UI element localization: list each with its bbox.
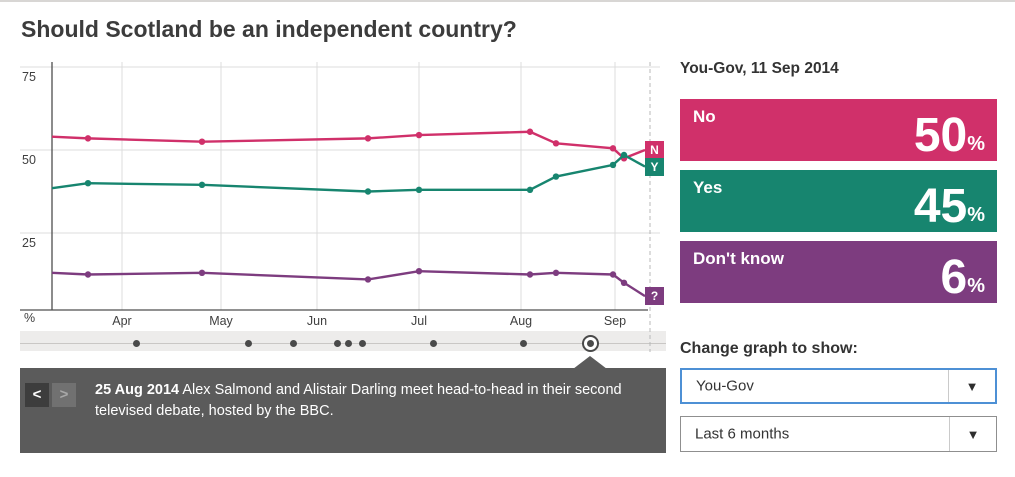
x-tick-label: Aug <box>510 314 532 328</box>
series-line-Y <box>51 153 646 193</box>
page-title: Should Scotland be an independent countr… <box>21 16 517 42</box>
data-point <box>552 173 560 180</box>
data-point <box>84 135 92 142</box>
timeline-event-dot[interactable] <box>133 340 140 347</box>
top-divider <box>0 0 1015 2</box>
data-point <box>364 276 372 283</box>
result-value: 50% <box>913 108 985 162</box>
data-point <box>198 269 206 277</box>
result-bar-yes: Yes 45% <box>680 170 997 232</box>
timeline-selected-event-dot[interactable] <box>582 335 599 352</box>
timeline-track <box>20 343 666 344</box>
data-point <box>552 269 560 277</box>
data-point <box>620 151 628 159</box>
data-point <box>415 186 423 194</box>
y-axis-unit-label: % <box>24 311 36 325</box>
timeline-event-dot[interactable] <box>290 340 297 347</box>
time-range-dropdown[interactable]: Last 6 months ▼ <box>680 416 997 452</box>
y-tick-label: 75 <box>22 70 36 84</box>
result-value: 45% <box>913 179 985 233</box>
event-description: Alex Salmond and Alistair Darling meet h… <box>95 382 622 420</box>
x-tick-label: Jul <box>411 314 427 328</box>
series-end-label-Y: Y <box>645 157 664 176</box>
next-event-button[interactable]: > <box>52 383 76 407</box>
series-line-N <box>51 130 646 160</box>
data-point <box>84 271 92 278</box>
timeline-event-dot[interactable] <box>520 340 527 347</box>
timeline-event-dot[interactable] <box>334 340 341 347</box>
y-tick-label: 50 <box>22 153 36 167</box>
poll-heading: You-Gov, 11 Sep 2014 <box>680 60 839 77</box>
data-point <box>609 161 617 169</box>
data-point <box>620 155 628 162</box>
x-tick-label: Apr <box>112 314 131 328</box>
timeline-slider[interactable] <box>20 331 666 352</box>
timeline-event-dot[interactable] <box>245 340 252 347</box>
data-point <box>620 279 628 286</box>
previous-event-button[interactable]: < <box>25 383 49 407</box>
controls-heading: Change graph to show: <box>680 340 858 357</box>
caption-pointer-arrow-icon <box>573 356 607 369</box>
result-bar-dont-know: Don't know 6% <box>680 241 997 303</box>
result-value: 6% <box>940 250 986 304</box>
data-point <box>526 128 534 135</box>
x-tick-label: Jun <box>307 314 327 328</box>
result-label: Don't know <box>693 249 784 268</box>
y-tick-label: 25 <box>22 236 36 250</box>
result-label: Yes <box>693 178 723 197</box>
data-point <box>526 186 534 194</box>
data-point <box>609 271 617 278</box>
time-range-value: Last 6 months <box>695 425 790 443</box>
timeline-event-dot[interactable] <box>359 340 366 347</box>
data-point <box>609 145 617 152</box>
series-line-? <box>51 269 646 298</box>
event-caption: < > 25 Aug 2014 Alex Salmond and Alistai… <box>20 368 666 453</box>
chevron-down-icon: ▼ <box>948 370 995 402</box>
result-bar-no: No 50% <box>680 99 997 161</box>
data-point <box>526 271 534 278</box>
data-point <box>198 181 206 189</box>
event-date: 25 Aug 2014 <box>95 382 180 398</box>
data-point <box>415 131 423 139</box>
x-tick-label: Sep <box>604 314 626 328</box>
timeline-event-dot[interactable] <box>430 340 437 347</box>
poll-source-value: You-Gov <box>696 377 754 395</box>
data-point <box>84 180 92 187</box>
poll-line-chart: Apr May Jun Jul Aug Sep <box>20 62 660 352</box>
poll-source-dropdown[interactable]: You-Gov ▼ <box>680 368 997 404</box>
series-end-label-N: N <box>645 141 664 159</box>
series-end-label-?: ? <box>645 287 664 306</box>
timeline-event-dot[interactable] <box>345 340 352 347</box>
data-point <box>415 267 423 275</box>
chevron-down-icon: ▼ <box>949 417 996 451</box>
result-label: No <box>693 107 716 126</box>
data-point <box>552 140 560 147</box>
data-point <box>198 138 206 145</box>
data-point <box>364 135 372 142</box>
x-tick-label: May <box>209 314 233 328</box>
event-caption-text: 25 Aug 2014 Alex Salmond and Alistair Da… <box>95 380 655 422</box>
data-point <box>364 188 372 195</box>
